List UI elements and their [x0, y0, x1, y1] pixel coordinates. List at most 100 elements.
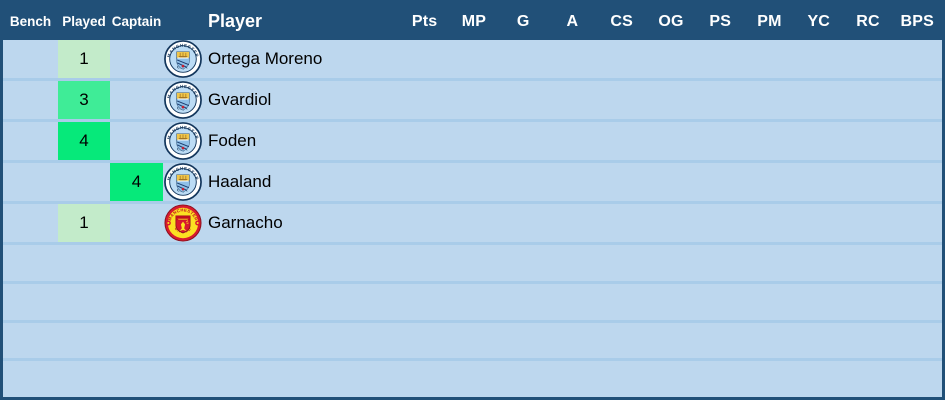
bench-cell[interactable] [3, 323, 58, 359]
stat-cell[interactable] [516, 323, 569, 359]
captain-cell[interactable] [110, 245, 163, 281]
stat-cell[interactable] [356, 122, 409, 160]
stat-cell[interactable] [622, 245, 675, 281]
stat-cell[interactable] [409, 40, 462, 78]
captain-cell[interactable] [110, 81, 163, 119]
stat-cell[interactable] [835, 122, 888, 160]
stat-cell[interactable] [835, 163, 888, 201]
stat-cell[interactable] [889, 81, 942, 119]
stat-cell[interactable] [622, 204, 675, 242]
stat-cell[interactable] [569, 245, 622, 281]
stat-cell[interactable] [409, 122, 462, 160]
player-cell[interactable] [163, 245, 356, 281]
player-cell[interactable]: MANCHESTER CITY Gvardiol [163, 81, 356, 119]
player-cell[interactable]: MANCHESTER UNITED Garnacho [163, 204, 356, 242]
stat-cell[interactable] [409, 204, 462, 242]
stat-cell[interactable] [516, 284, 569, 320]
stat-cell[interactable] [463, 361, 516, 397]
stat-cell[interactable] [356, 323, 409, 359]
stat-cell[interactable] [356, 204, 409, 242]
stat-cell[interactable] [729, 361, 782, 397]
stat-cell[interactable] [569, 204, 622, 242]
stat-cell[interactable] [463, 122, 516, 160]
captain-cell[interactable] [110, 323, 163, 359]
player-cell[interactable] [163, 361, 356, 397]
stat-cell[interactable] [782, 163, 835, 201]
stat-cell[interactable] [569, 40, 622, 78]
stat-cell[interactable] [729, 323, 782, 359]
stat-cell[interactable] [676, 81, 729, 119]
stat-cell[interactable] [889, 204, 942, 242]
stat-cell[interactable] [463, 81, 516, 119]
bench-cell[interactable] [3, 204, 58, 242]
played-cell[interactable] [58, 245, 110, 281]
player-cell[interactable]: MANCHESTER CITY Haaland [163, 163, 356, 201]
stat-cell[interactable] [516, 122, 569, 160]
stat-cell[interactable] [356, 40, 409, 78]
stat-cell[interactable] [409, 323, 462, 359]
stat-cell[interactable] [622, 323, 675, 359]
stat-cell[interactable] [729, 122, 782, 160]
player-cell[interactable] [163, 284, 356, 320]
bench-cell[interactable] [3, 245, 58, 281]
played-cell[interactable] [58, 361, 110, 397]
stat-cell[interactable] [463, 245, 516, 281]
stat-cell[interactable] [729, 163, 782, 201]
captain-cell[interactable] [110, 204, 163, 242]
stat-cell[interactable] [463, 40, 516, 78]
stat-cell[interactable] [569, 284, 622, 320]
stat-cell[interactable] [463, 163, 516, 201]
captain-cell[interactable] [110, 361, 163, 397]
player-cell[interactable]: MANCHESTER CITY Ortega Moreno [163, 40, 356, 78]
stat-cell[interactable] [835, 284, 888, 320]
stat-cell[interactable] [782, 323, 835, 359]
stat-cell[interactable] [889, 122, 942, 160]
stat-cell[interactable] [409, 284, 462, 320]
bench-cell[interactable] [3, 163, 58, 201]
stat-cell[interactable] [356, 163, 409, 201]
stat-cell[interactable] [729, 284, 782, 320]
stat-cell[interactable] [622, 81, 675, 119]
stat-cell[interactable] [409, 361, 462, 397]
played-cell[interactable] [58, 284, 110, 320]
stat-cell[interactable] [835, 40, 888, 78]
stat-cell[interactable] [569, 81, 622, 119]
stat-cell[interactable] [835, 81, 888, 119]
stat-cell[interactable] [782, 40, 835, 78]
stat-cell[interactable] [569, 323, 622, 359]
stat-cell[interactable] [622, 284, 675, 320]
stat-cell[interactable] [729, 204, 782, 242]
played-cell[interactable]: 1 [58, 40, 110, 78]
stat-cell[interactable] [676, 163, 729, 201]
stat-cell[interactable] [782, 204, 835, 242]
stat-cell[interactable] [463, 284, 516, 320]
stat-cell[interactable] [676, 323, 729, 359]
bench-cell[interactable] [3, 81, 58, 119]
stat-cell[interactable] [835, 204, 888, 242]
bench-cell[interactable] [3, 361, 58, 397]
stat-cell[interactable] [889, 361, 942, 397]
stat-cell[interactable] [516, 204, 569, 242]
bench-cell[interactable] [3, 122, 58, 160]
stat-cell[interactable] [729, 245, 782, 281]
stat-cell[interactable] [782, 122, 835, 160]
stat-cell[interactable] [729, 81, 782, 119]
player-cell[interactable]: MANCHESTER CITY Foden [163, 122, 356, 160]
stat-cell[interactable] [356, 245, 409, 281]
stat-cell[interactable] [356, 361, 409, 397]
stat-cell[interactable] [516, 81, 569, 119]
stat-cell[interactable] [782, 81, 835, 119]
stat-cell[interactable] [516, 361, 569, 397]
played-cell[interactable] [58, 163, 110, 201]
stat-cell[interactable] [356, 284, 409, 320]
stat-cell[interactable] [463, 323, 516, 359]
stat-cell[interactable] [676, 204, 729, 242]
captain-cell[interactable] [110, 284, 163, 320]
stat-cell[interactable] [889, 284, 942, 320]
stat-cell[interactable] [676, 122, 729, 160]
stat-cell[interactable] [676, 361, 729, 397]
stat-cell[interactable] [409, 163, 462, 201]
stat-cell[interactable] [782, 284, 835, 320]
stat-cell[interactable] [835, 361, 888, 397]
stat-cell[interactable] [569, 163, 622, 201]
